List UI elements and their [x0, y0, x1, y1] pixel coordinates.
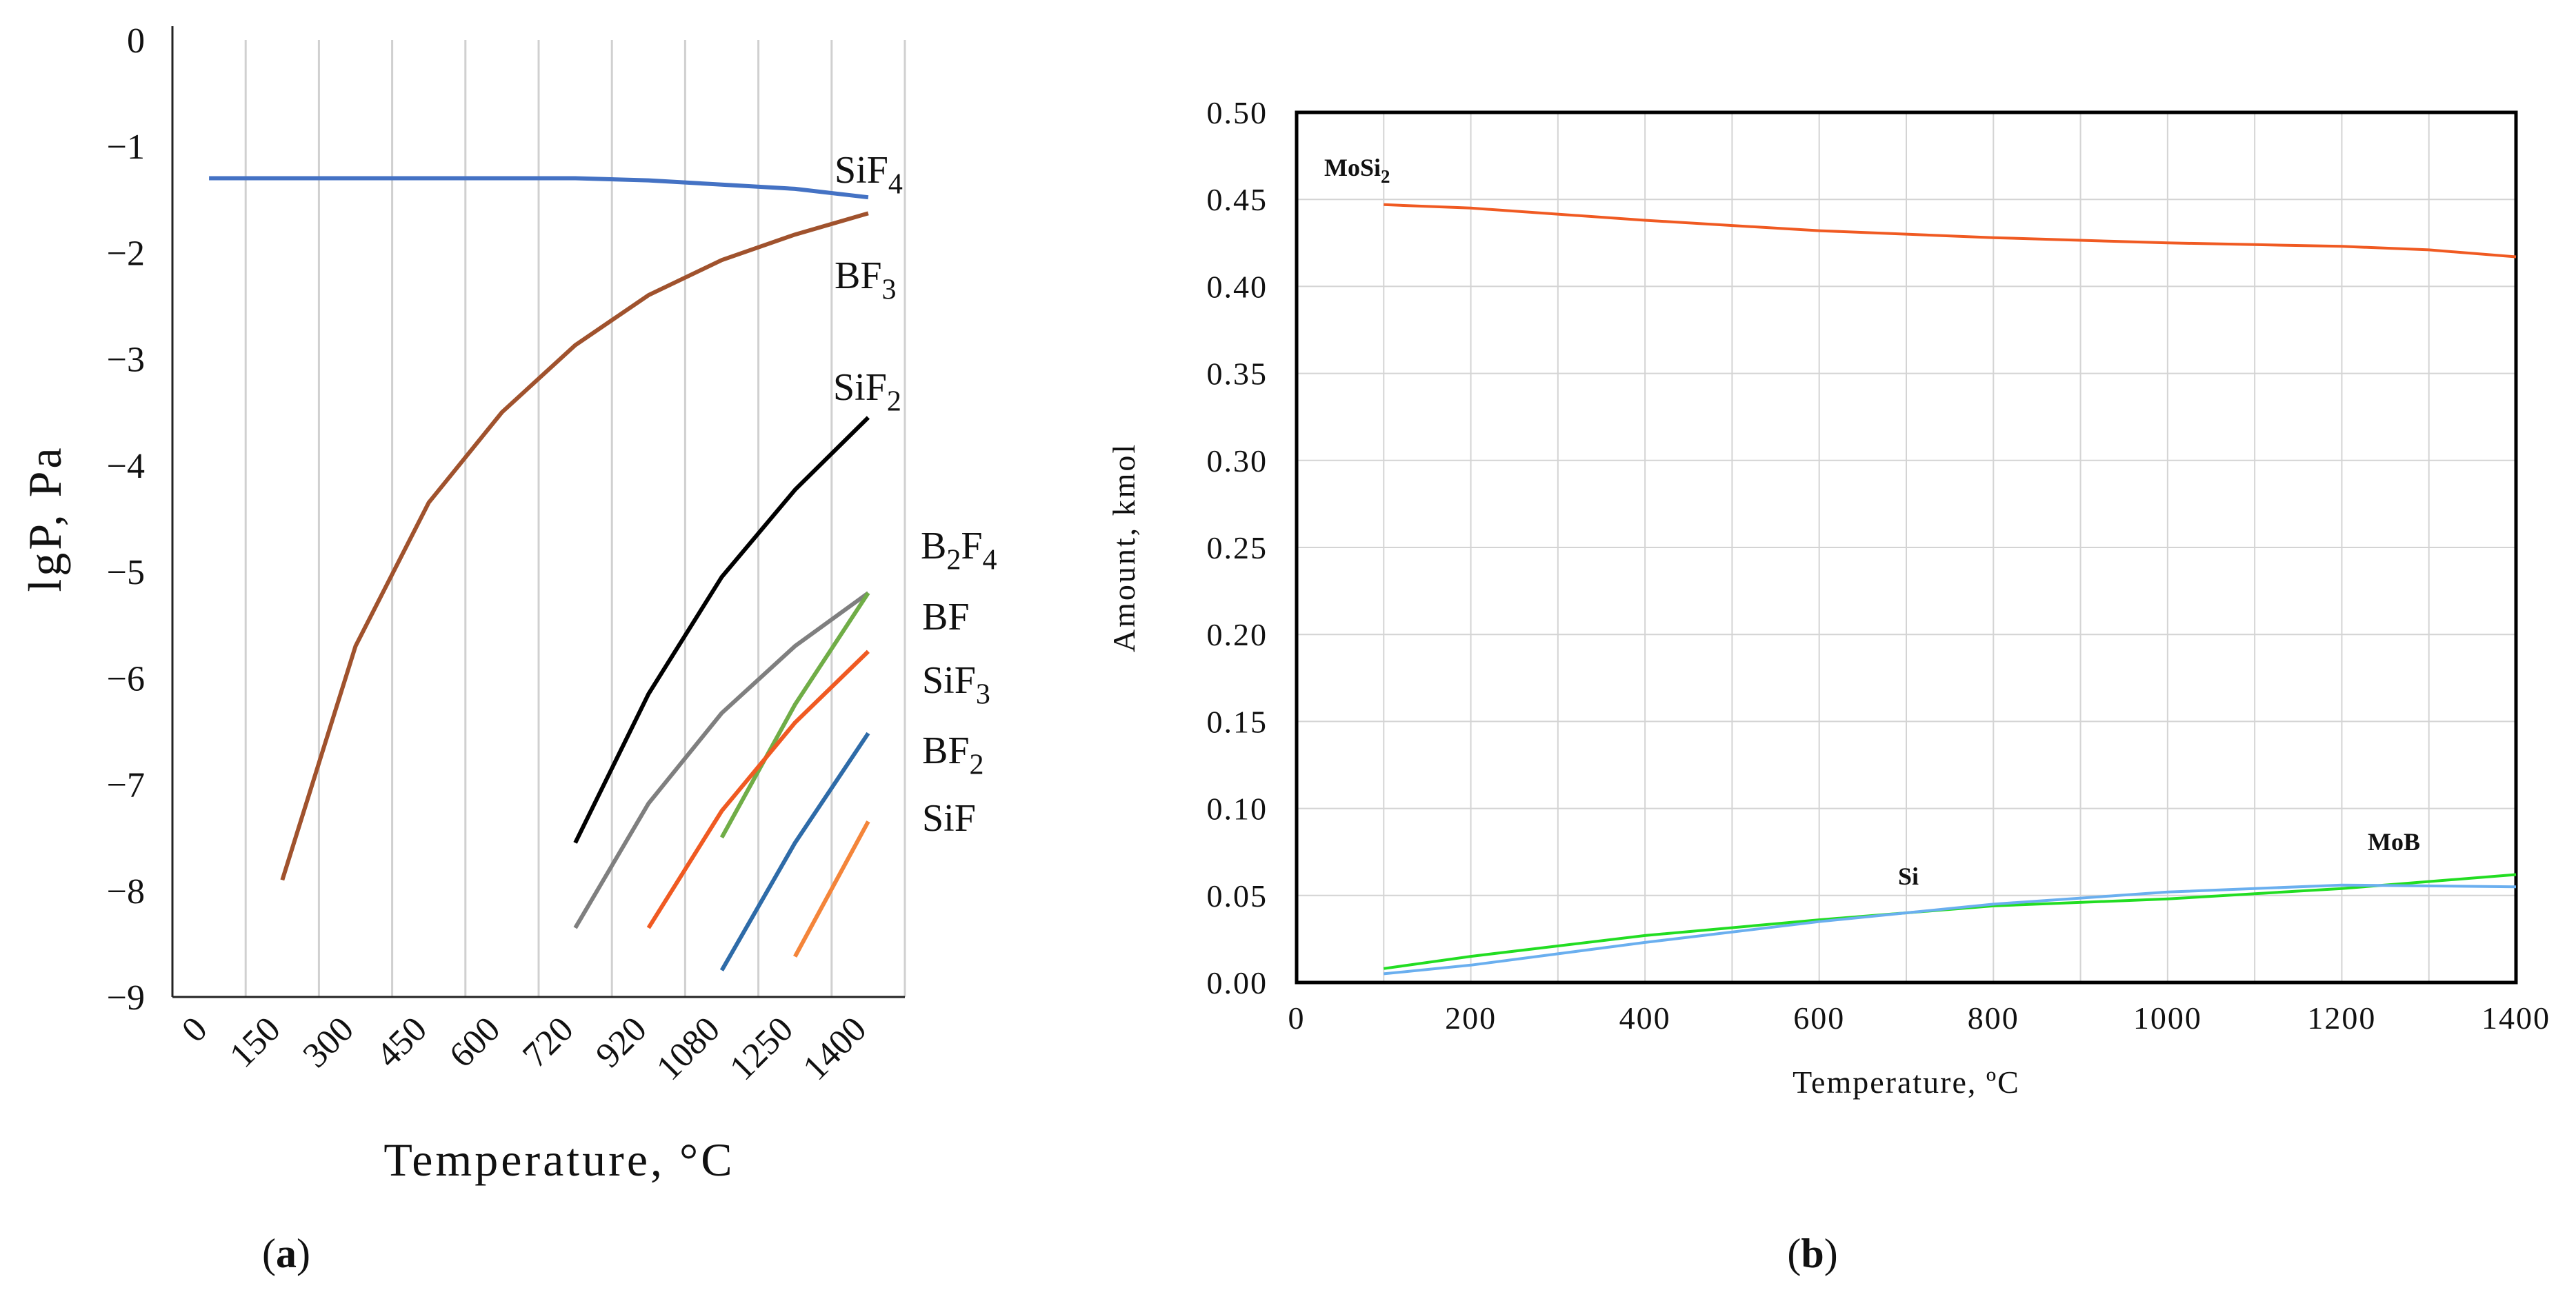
series-label-bf3: BF3	[835, 254, 897, 306]
y-tick-label: −9	[107, 978, 145, 1018]
series-line-bf3	[280, 211, 869, 881]
y-tick-label: 0.10	[1207, 792, 1268, 827]
x-tick-label: 720	[515, 1009, 581, 1075]
x-axis-title: Temperature, ºC	[1793, 1065, 2020, 1100]
y-axis-title: Amount, kmol	[1106, 443, 1141, 652]
series-label-bf2: BF2	[922, 729, 984, 781]
x-tick-label: 0	[174, 1009, 215, 1050]
series-line-bf2	[719, 732, 870, 971]
y-tick-label: 0.50	[1207, 95, 1268, 130]
y-tick-label: 0	[127, 21, 145, 61]
plot-frame	[1295, 110, 2518, 985]
panel-label-a: (a)	[262, 1231, 310, 1276]
y-tick-label: −8	[107, 872, 145, 911]
x-tick-label: 800	[1968, 1000, 2019, 1036]
x-tick-label: 1080	[649, 1009, 728, 1088]
series-label-bf: BF	[922, 596, 970, 638]
x-tick-label: 450	[369, 1009, 435, 1075]
series-line-mob	[1384, 883, 2517, 976]
series-line-sif2	[573, 416, 870, 844]
y-tick-label: −4	[107, 447, 145, 486]
series-line-mosi2	[1384, 203, 2517, 259]
chart-b: 0.00 0.05 0.10 0.15 0.20 0.25 0.30 0.35 0.40 0.45…	[1106, 95, 2550, 1100]
x-tick-label: 1250	[722, 1009, 801, 1088]
series-label-sif3: SiF3	[922, 659, 990, 711]
series-label-b2f4: B2F4	[921, 525, 997, 576]
x-tick-label: 400	[1619, 1000, 1671, 1036]
series-label-mob: MoB	[2368, 828, 2420, 856]
series-line-sif4	[209, 176, 869, 200]
y-tick-label: 0.25	[1207, 530, 1268, 565]
y-tick-label: −6	[107, 659, 145, 698]
x-tick-label: 150	[222, 1009, 288, 1075]
series-line-sif3	[646, 649, 870, 929]
y-tick-label: 0.00	[1207, 965, 1268, 1000]
x-tick-label: 600	[442, 1009, 508, 1075]
x-tick-label: 1400	[2482, 1000, 2550, 1036]
y-tick-label: −7	[107, 766, 145, 805]
series-label-sif: SiF	[922, 797, 976, 840]
y-tick-label: 0.20	[1207, 617, 1268, 652]
panel-label-b: (b)	[1787, 1231, 1837, 1276]
y-tick-label: 0.05	[1207, 878, 1268, 914]
x-tick-label: 1200	[2307, 1000, 2376, 1036]
series-line-b2f4	[573, 591, 870, 929]
x-tick-label: 600	[1793, 1000, 1845, 1036]
x-tick-label: 1400	[796, 1009, 875, 1088]
y-tick-label: −5	[107, 553, 145, 592]
series-line-sif	[793, 820, 870, 958]
x-tick-label: 200	[1445, 1000, 1497, 1036]
y-axis-title: lgP, Pa	[19, 445, 71, 592]
y-tick-label: 0.30	[1207, 443, 1268, 478]
y-tick-label: 0.45	[1207, 182, 1268, 217]
series-label-sif2: SiF2	[833, 366, 901, 418]
x-axis-title: Temperature, °C	[383, 1133, 735, 1186]
series-label-mosi2: MoSi2	[1324, 154, 1390, 187]
x-tick-label: 920	[588, 1009, 654, 1075]
chart-a: 0−1−2−3−4−5−6−7−8−90 150 300 450 600 720 92010…	[19, 21, 997, 1186]
series-line-bf	[719, 592, 870, 839]
series-label-sif4: SiF4	[835, 149, 903, 201]
y-tick-label: 0.15	[1207, 704, 1268, 739]
x-tick-label: 300	[296, 1009, 361, 1075]
y-tick-label: −3	[107, 341, 145, 380]
x-tick-label: 0	[1288, 1000, 1306, 1036]
series-label-si: Si	[1898, 863, 1919, 890]
y-tick-label: −2	[107, 234, 145, 273]
y-tick-label: 0.35	[1207, 356, 1268, 392]
y-tick-label: −1	[107, 128, 145, 167]
y-tick-label: 0.40	[1207, 269, 1268, 304]
x-tick-label: 1000	[2133, 1000, 2202, 1036]
